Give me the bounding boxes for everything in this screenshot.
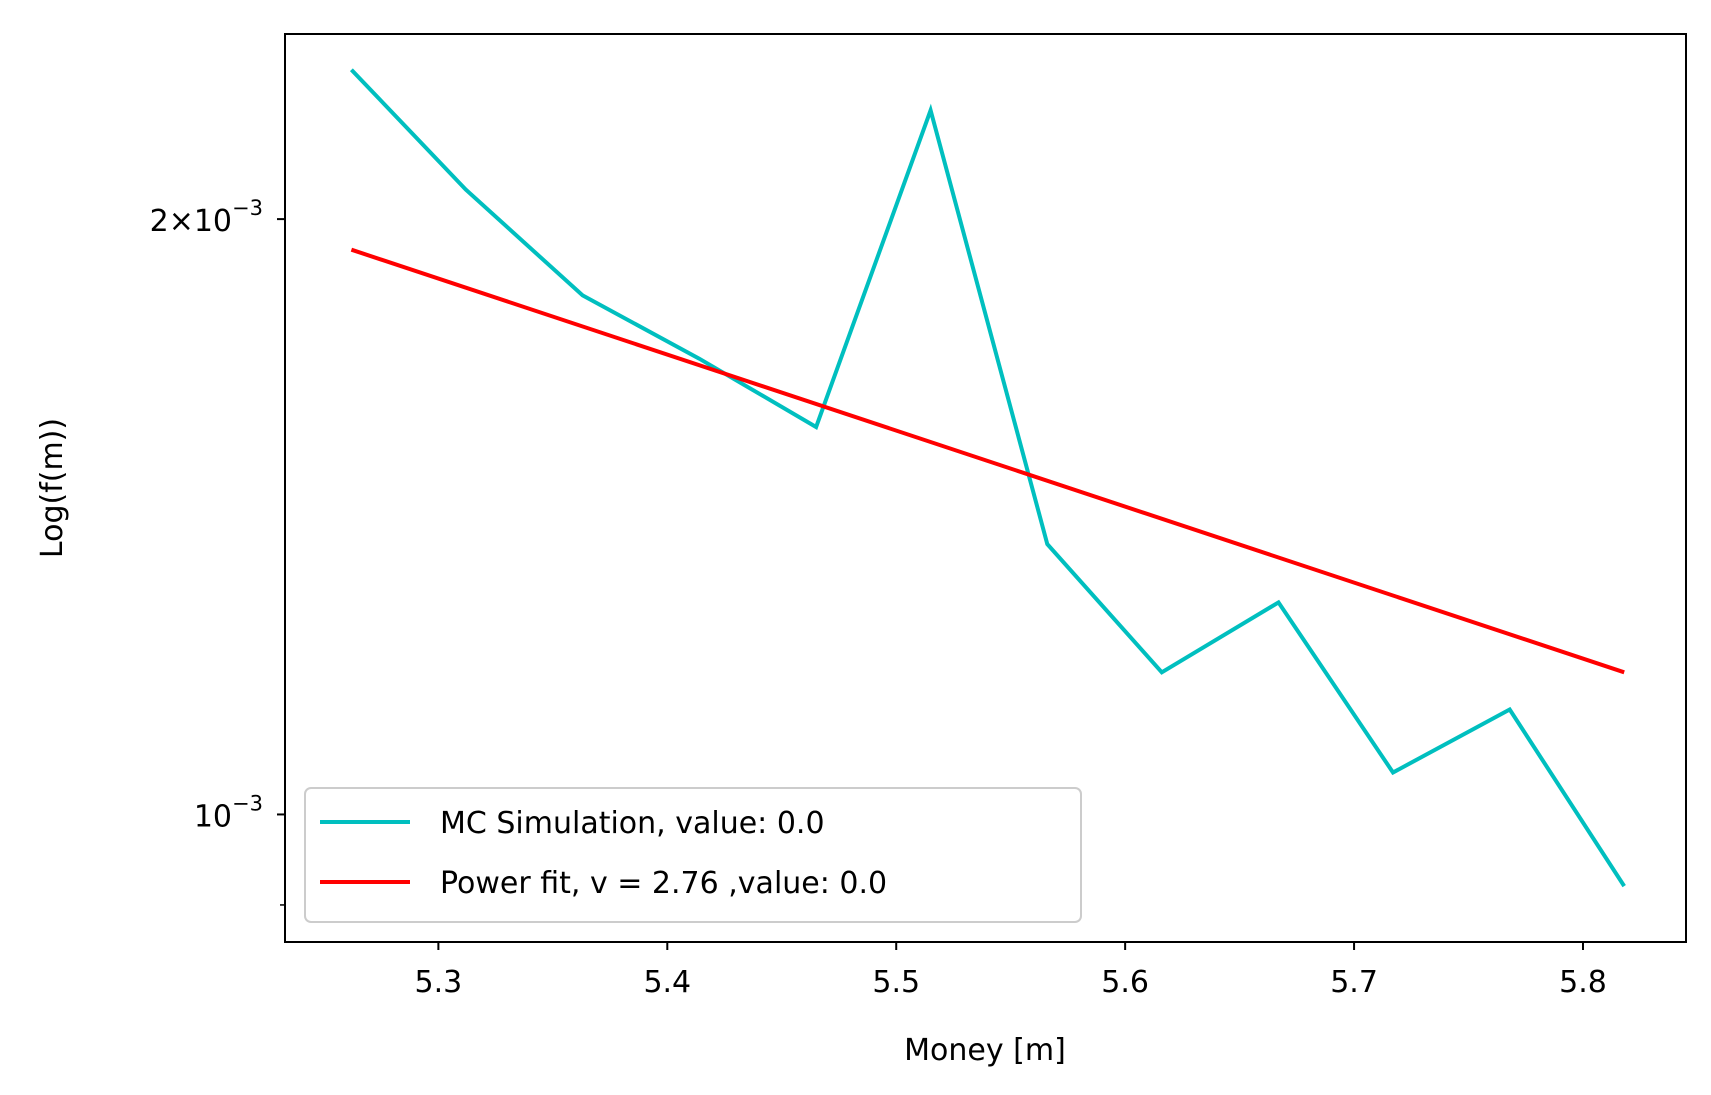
series-line-power-fit <box>350 247 1625 675</box>
series-layer <box>349 68 1626 888</box>
x-tick-label: 5.6 <box>1101 965 1149 1000</box>
legend-box <box>304 787 1082 923</box>
series-line-mc-simulation <box>349 68 1626 888</box>
x-tick-label: 5.5 <box>872 965 920 1000</box>
x-axis: 5.3 5.4 5.5 5.6 5.7 5.8 <box>415 942 1607 1000</box>
x-tick-label: 5.4 <box>643 965 691 1000</box>
legend-label: MC Simulation, value: 0.0 <box>440 806 825 841</box>
legend-label: Power fit, v = 2.76 ,value: 0.0 <box>440 866 887 901</box>
x-axis-label: Money [m] <box>904 1033 1066 1068</box>
plot-frame <box>284 33 1687 943</box>
y-axis-label: Log(f(m)) <box>35 418 70 558</box>
legend: MC Simulation, value: 0.0 Power fit, v = … <box>304 787 1082 923</box>
y-tick-label: 10−3 <box>194 791 263 834</box>
x-tick-label: 5.8 <box>1559 965 1607 1000</box>
x-tick-label: 5.3 <box>415 965 463 1000</box>
y-axis: 2×10−3 10−3 <box>150 196 285 906</box>
y-tick-label: 2×10−3 <box>150 196 263 239</box>
x-tick-label: 5.7 <box>1330 965 1378 1000</box>
